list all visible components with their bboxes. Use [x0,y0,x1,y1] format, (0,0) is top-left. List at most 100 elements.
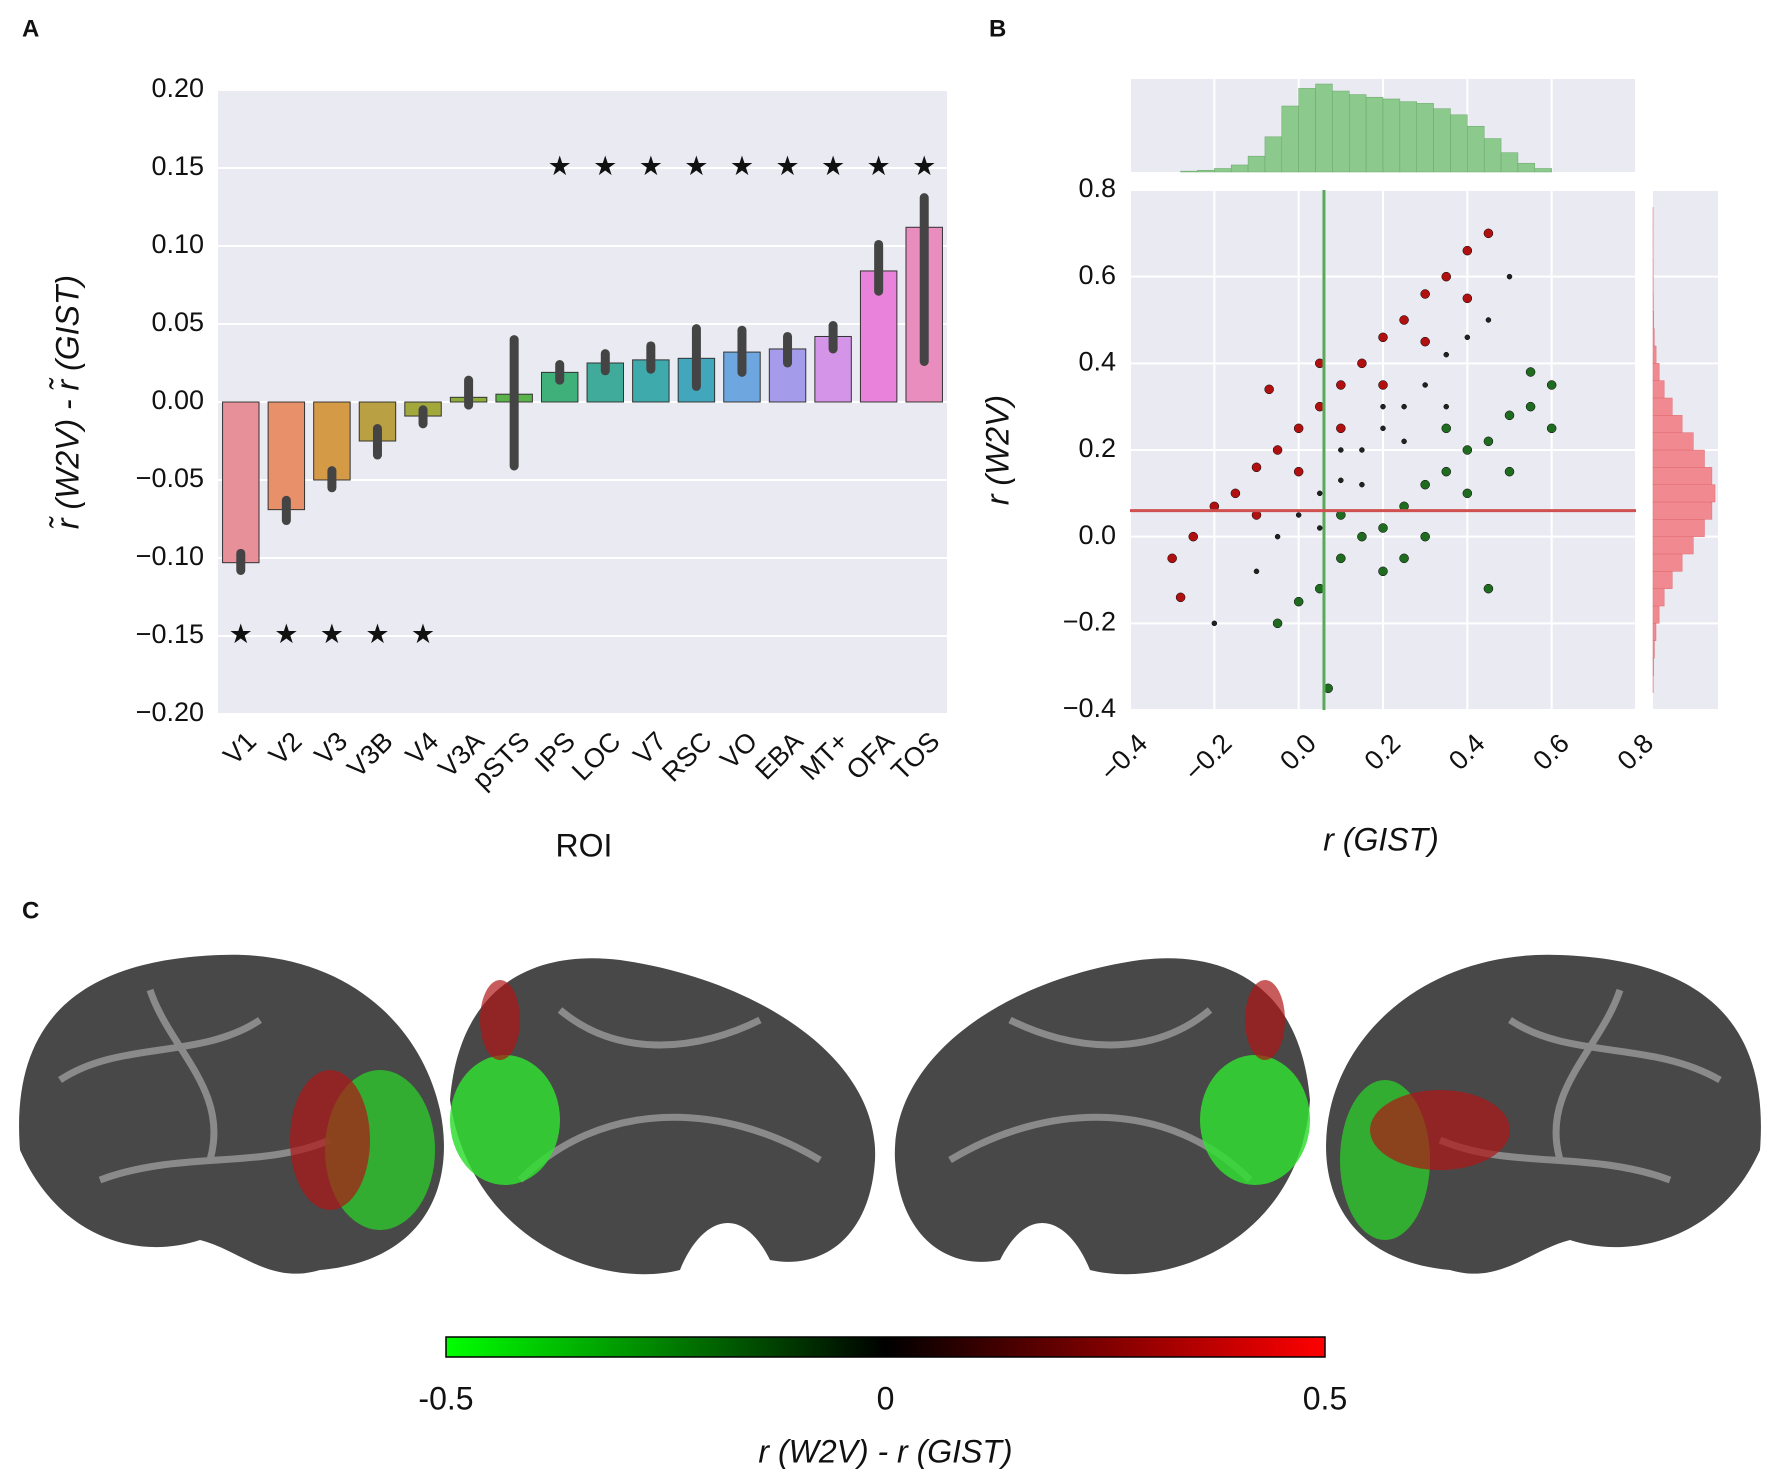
scatter-point [1441,271,1451,282]
scatter-point [1317,525,1323,531]
histogram-bar [1652,449,1705,468]
x-tick-label: MT+ [794,726,854,786]
histogram-bar [1652,484,1716,503]
histogram-bar [1652,588,1665,607]
scatter-point [1295,512,1302,518]
scatter-point [1462,488,1473,499]
x-tick-label: TOS [885,726,945,786]
histogram-bar [1315,83,1333,173]
histogram-bar [1264,136,1283,173]
scatter-point [1525,367,1536,377]
significance-star: ★ [274,619,298,649]
y-tick-label: 0.10 [151,229,204,259]
significance-star: ★ [411,619,435,649]
x-tick-label: V2 [263,726,308,771]
y-tick-label: 0.0 [1078,520,1116,550]
colorbar [445,1336,1326,1358]
bar [222,401,260,564]
scatter-point [1336,423,1346,434]
x-axis-label: ROI [556,827,613,863]
scatter-point [1462,293,1473,304]
y-tick-label: 0.2 [1078,433,1116,463]
histogram-bar [1652,536,1694,555]
histogram-bar [1416,103,1434,173]
scatter-point [1188,531,1198,542]
scatter-point [1167,553,1177,564]
scatter-point [1357,531,1367,542]
histogram-bar [1281,105,1299,173]
scatter-point [1420,289,1430,299]
y-tick-label: −0.05 [136,463,204,493]
colorbar-tick-label: 0.5 [1303,1380,1347,1416]
scatter-point [1317,490,1323,497]
histogram-bar [1247,155,1266,173]
y-tick-label: 0.20 [151,73,204,103]
histogram-bar [1652,605,1660,624]
scatter-point [1175,592,1186,603]
histogram-bar [1180,170,1198,173]
significance-star: ★ [320,619,344,649]
histogram-bar [1652,519,1705,537]
significance-star: ★ [229,619,253,649]
histogram-bar [1214,168,1232,173]
bar [267,401,306,511]
colorbar-tick-label: 0 [877,1380,895,1416]
scatter-point [1422,382,1428,388]
histogram-bar [1652,657,1654,676]
significance-star: ★ [548,151,572,181]
x-tick-label: OFA [841,726,900,785]
scatter-point [1336,380,1346,390]
x-axis-label: r (GIST) [1323,821,1439,857]
scatter-point [1251,462,1262,473]
scatter-point [1483,583,1494,594]
scatter-point [1338,447,1344,453]
histogram-bar [1652,623,1657,641]
x-tick-label: −0.4 [1094,728,1153,787]
x-tick-label: −0.2 [1179,728,1238,787]
scatter-point [1253,568,1260,575]
significance-star: ★ [821,151,845,181]
y-axis-label: r̃ (W2V) - r̃ (GIST) [49,275,85,529]
brains [19,954,1761,1275]
x-tick-label: 0.0 [1274,728,1322,776]
y-tick-label: −0.4 [1063,693,1116,723]
brain-lateral-right [1326,954,1761,1274]
colorbar-label: r (W2V) - r (GIST) [758,1433,1012,1469]
x-tick-label: V3B [341,726,398,783]
scatter-point [1420,531,1430,542]
scatter-point [1443,351,1449,358]
panel-label: C [22,897,39,924]
x-tick-label: LOC [566,726,626,786]
x-tick-label: 0.8 [1612,728,1660,776]
scatter-point [1359,447,1365,453]
significance-star: ★ [730,151,754,181]
histogram-bar [1483,138,1502,173]
y-tick-label: −0.20 [136,697,204,727]
y-tick-label: 0.15 [151,151,204,181]
panel-label: B [989,15,1006,42]
scatter-point [1230,488,1241,499]
scatter-point [1293,423,1304,434]
scatter-point [1546,380,1557,390]
scatter-point [1274,533,1281,540]
scatter-point [1401,403,1407,410]
scatter-point [1462,445,1473,455]
significance-star: ★ [775,151,799,181]
histogram-bar [1652,345,1657,364]
histogram-bar [1332,90,1350,173]
scatter-point [1336,553,1346,564]
x-tick-label: RSC [656,726,718,788]
panel-label: A [22,15,39,42]
scatter-point [1399,315,1409,325]
scatter-point [1378,332,1388,343]
histogram-bar [1467,125,1485,173]
y-axis-label: r (W2V) [979,395,1015,505]
y-tick-label: −0.15 [136,619,204,649]
y-tick-label: 0.05 [151,307,204,337]
x-tick-label: EBA [749,726,808,785]
histogram-bar [1433,108,1451,173]
scatter-point [1506,273,1513,280]
histogram-bar [1652,328,1655,347]
scatter-point [1483,228,1494,239]
